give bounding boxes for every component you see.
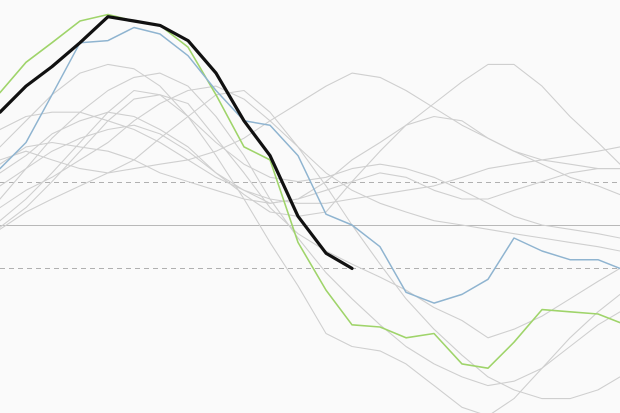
- gray-series-line-6: [0, 141, 620, 204]
- gray-series-line-9: [0, 89, 620, 239]
- gray-series-line-10: [0, 89, 620, 400]
- gray-series-line-3: [0, 63, 620, 217]
- series-lines: [0, 13, 620, 413]
- gray-series-line-2: [0, 63, 620, 413]
- gray-series-line-5: [0, 85, 620, 252]
- gray-series-line-4: [0, 115, 620, 204]
- black-series-line-13: [0, 15, 354, 270]
- gray-series-line-7: [0, 111, 620, 204]
- gray-series-line-8: [0, 72, 620, 196]
- gray-series-line-1: [0, 72, 620, 387]
- gray-series-line-0: [0, 94, 620, 339]
- blue-series-line-12: [0, 26, 620, 304]
- green-series-line-11: [0, 13, 620, 370]
- reference-lines: [0, 182, 620, 269]
